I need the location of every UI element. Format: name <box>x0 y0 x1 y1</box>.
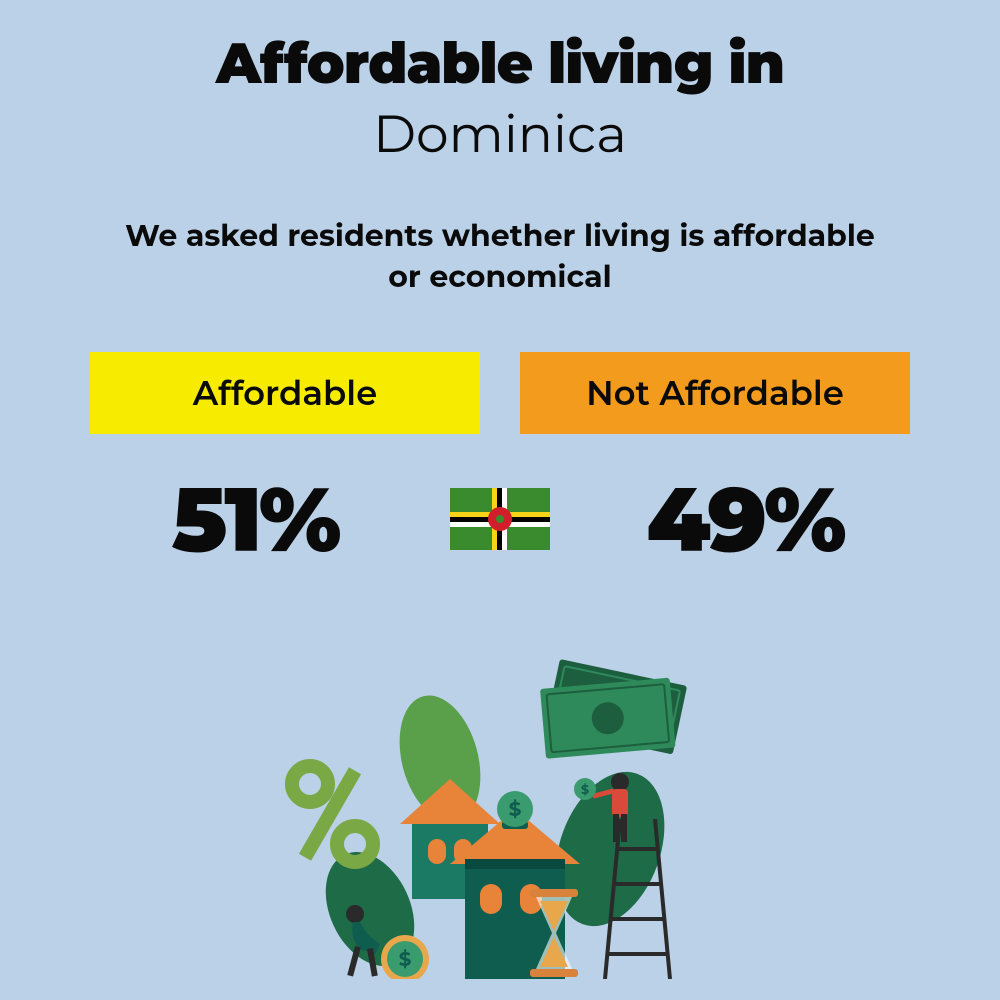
housing-savings-illustration: $ $ <box>240 659 760 979</box>
svg-text:$: $ <box>509 798 522 822</box>
stats-row: 51% 49% <box>0 464 1000 574</box>
title-line-2: Dominica <box>373 103 627 166</box>
svg-text:$: $ <box>399 948 412 972</box>
label-affordable: Affordable <box>90 352 480 434</box>
stat-affordable: 51% <box>105 464 405 574</box>
subtitle-text: We asked residents whether living is aff… <box>120 216 880 297</box>
labels-row: Affordable Not Affordable <box>0 352 1000 434</box>
label-not-affordable: Not Affordable <box>520 352 910 434</box>
svg-text:$: $ <box>581 782 589 798</box>
dominica-flag-icon <box>450 488 550 550</box>
title-line-1: Affordable living in <box>216 30 784 98</box>
stat-not-affordable: 49% <box>595 464 895 574</box>
